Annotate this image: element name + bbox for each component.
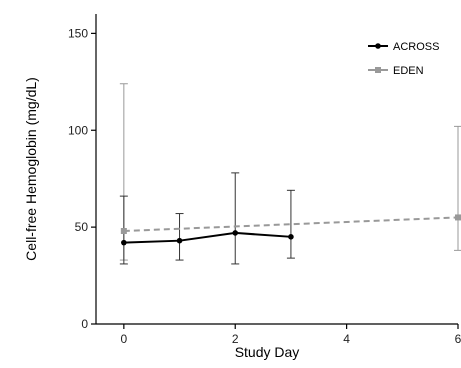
point-across-0 <box>121 239 127 246</box>
axes <box>95 14 458 325</box>
series-line-eden <box>123 216 459 232</box>
x-tick-label-4: 4 <box>343 332 350 346</box>
x-tick-label-0: 0 <box>121 332 128 346</box>
x-tick-label-2: 2 <box>232 332 239 346</box>
legend-item-across: ACROSS <box>368 41 439 53</box>
point-across-3 <box>288 234 294 240</box>
y-tick-label-0: 0 <box>81 317 88 331</box>
point-across-2 <box>232 230 239 236</box>
series-line-across <box>123 231 291 244</box>
legend-marker-across <box>375 43 381 49</box>
x-axis-title: Study Day <box>235 344 300 360</box>
legend-label-eden: EDEN <box>393 65 424 77</box>
point-eden-1 <box>455 214 461 221</box>
legend: ACROSS EDEN <box>368 41 439 77</box>
y-axis-title: Cell-free Hemoglobin (mg/dL) <box>23 77 39 261</box>
y-tick-label-150: 150 <box>68 26 88 40</box>
y-tick-label-100: 100 <box>68 123 88 137</box>
series-line-group <box>123 216 459 244</box>
y-tick-label-50: 50 <box>75 220 89 234</box>
point-across-1 <box>176 237 183 244</box>
marker-group <box>120 214 461 246</box>
point-eden-0 <box>120 228 127 234</box>
legend-marker-eden <box>375 67 381 73</box>
legend-label-across: ACROSS <box>393 41 439 53</box>
x-tick-label-6: 6 <box>455 332 461 346</box>
legend-item-eden: EDEN <box>368 65 424 77</box>
tick-group: 0 50 100 150 0 2 4 6 <box>68 26 461 346</box>
